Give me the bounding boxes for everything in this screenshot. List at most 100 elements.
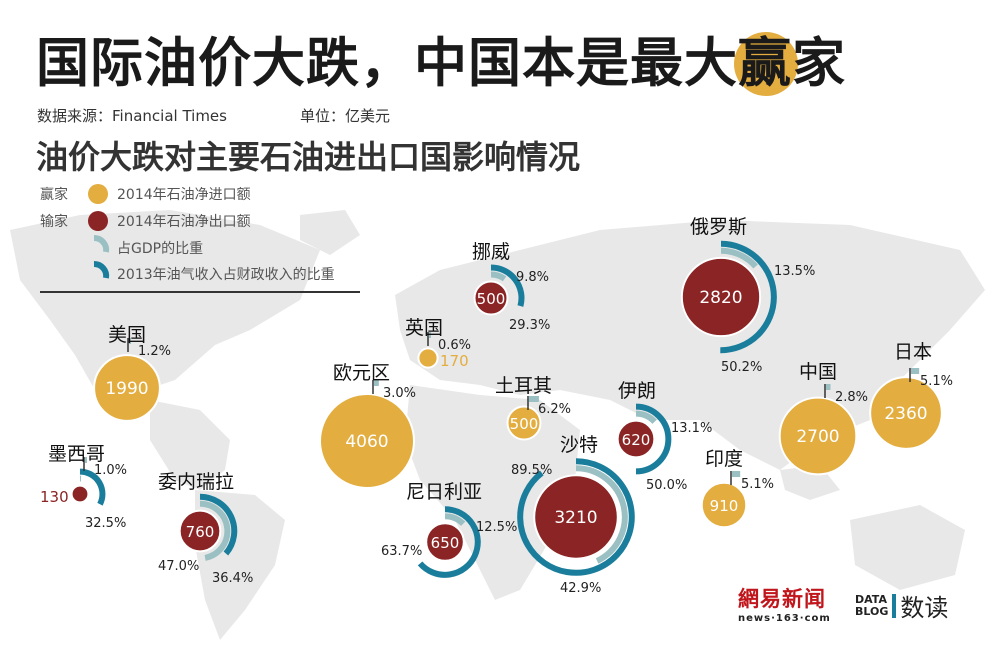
- bubble-value-label: 2820: [699, 288, 742, 308]
- gdp-share-label: 12.5%: [476, 520, 517, 535]
- bubble-value-label: 4060: [345, 432, 388, 452]
- country-name-label: 印度: [705, 448, 743, 470]
- bubble-value-label: 130: [40, 488, 69, 506]
- bubble-value-label: 2360: [884, 404, 927, 424]
- legend-loser-label: 输家: [40, 214, 68, 230]
- country-name-label: 伊朗: [618, 380, 656, 402]
- country-bubble-group: [778, 384, 858, 476]
- country-bubble-group: [517, 458, 635, 576]
- revenue-share-arc: [417, 506, 481, 578]
- bubble-importer: [778, 396, 858, 476]
- bubble-importer: [319, 393, 415, 489]
- gdp-flag: [374, 380, 379, 386]
- bubble-value-label: 170: [440, 352, 469, 370]
- gdp-share-label: 5.1%: [741, 477, 774, 492]
- bubble-exporter: [680, 256, 762, 338]
- revenue-share-label: 32.5%: [85, 516, 126, 531]
- data-blog-logo: DATA BLOG 数读: [855, 588, 948, 623]
- gdp-flag: [129, 338, 131, 344]
- bubble-importer: [417, 347, 439, 369]
- bubble-exporter: [425, 522, 465, 562]
- bubble-value-label: 1990: [105, 379, 148, 399]
- legend-gdp-swatch: [93, 234, 110, 253]
- bubble-exporter: [178, 509, 222, 553]
- legend-revenue-swatch: [93, 260, 110, 279]
- bubble-value-label: 620: [622, 431, 651, 449]
- page-title: 国际油价大跌，中国本是最大赢家: [36, 30, 846, 98]
- bubble-exporter: [70, 484, 90, 504]
- country-bubble-group: [93, 338, 161, 422]
- country-bubble-group: [700, 471, 748, 529]
- revenue-share-label: 63.7%: [381, 544, 422, 559]
- legend-revenue-label: 2013年油气收入占财政收入的比重: [117, 267, 335, 283]
- subtitle: 油价大跌对主要石油进出口国影响情况: [36, 138, 581, 176]
- country-name-label: 委内瑞拉: [158, 471, 234, 493]
- bubble-value-label: 650: [431, 534, 460, 552]
- unit-text: 单位：亿美元: [300, 107, 391, 125]
- bubble-value-label: 3210: [554, 508, 597, 528]
- gdp-flag: [529, 396, 539, 402]
- gdp-share-arc: [575, 465, 628, 564]
- country-name-label: 美国: [108, 324, 146, 346]
- gdp-share-label: 1.0%: [94, 463, 127, 478]
- country-name-label: 日本: [894, 341, 932, 363]
- bubble-value-label: 760: [186, 523, 215, 541]
- country-bubble-group: [473, 264, 525, 316]
- country-bubble-group: [70, 457, 106, 506]
- revenue-share-arc: [517, 458, 635, 576]
- country-name-label: 挪威: [472, 241, 510, 263]
- bubble-value-label: 500: [510, 415, 539, 433]
- bubble-importer: [869, 376, 943, 450]
- gdp-flag: [826, 384, 831, 390]
- gdp-share-label: 5.1%: [920, 374, 953, 389]
- gdp-share-label: 9.8%: [516, 270, 549, 285]
- country-bubble-group: [417, 332, 439, 369]
- country-name-label: 中国: [799, 361, 837, 383]
- bubble-value-label: 2700: [796, 427, 839, 447]
- gdp-share-arc: [635, 410, 657, 424]
- bubble-value-label: 910: [710, 497, 739, 515]
- country-bubble-group: [178, 493, 238, 561]
- country-bubble-group: [417, 506, 481, 578]
- bubble-importer: [93, 354, 161, 422]
- legend-swatches: [88, 184, 110, 279]
- revenue-share-arc: [635, 403, 672, 475]
- gdp-share-label: 6.2%: [538, 402, 571, 417]
- bubble-exporter: [533, 474, 619, 560]
- revenue-share-arc: [490, 264, 525, 307]
- legend-gdp-label: 占GDP的比重: [117, 241, 204, 257]
- gdp-share-arc: [199, 500, 231, 561]
- country-name-label: 墨西哥: [48, 443, 105, 465]
- gdp-share-arc: [720, 247, 758, 269]
- country-name-label: 土耳其: [495, 375, 552, 397]
- gdp-share-label: 47.0%: [158, 559, 199, 574]
- country-bubble-group: [319, 380, 415, 489]
- country-bubble-group: [616, 403, 672, 475]
- country-bubble-group: [506, 396, 542, 441]
- revenue-share-arc: [199, 493, 238, 556]
- gdp-share-label: 2.8%: [835, 390, 868, 405]
- legend-divider: [40, 291, 360, 293]
- gdp-flag: [732, 471, 741, 477]
- gdp-share-arc: [490, 271, 507, 282]
- country-bubble-group: [680, 240, 777, 354]
- gdp-share-label: 13.5%: [774, 264, 815, 279]
- revenue-share-arc: [720, 240, 777, 354]
- gdp-share-label: 13.1%: [671, 421, 712, 436]
- gdp-share-arc: [444, 513, 466, 527]
- data-blog-text: 数读: [900, 594, 949, 622]
- gdp-flag: [911, 368, 920, 374]
- country-bubble-group: [869, 368, 943, 450]
- bubble-exporter: [616, 419, 656, 459]
- revenue-share-label: 50.2%: [721, 360, 762, 375]
- legend-winner-label: 赢家: [40, 187, 68, 203]
- bubble-exporter: [473, 280, 509, 316]
- revenue-share-label: 50.0%: [646, 478, 687, 493]
- country-name-label: 尼日利亚: [406, 481, 482, 503]
- country-name-label: 沙特: [560, 434, 598, 456]
- netease-news-logo: 網易新闻 news·163·com: [738, 586, 831, 624]
- gdp-flag: [85, 457, 87, 463]
- country-name-label: 英国: [405, 317, 443, 339]
